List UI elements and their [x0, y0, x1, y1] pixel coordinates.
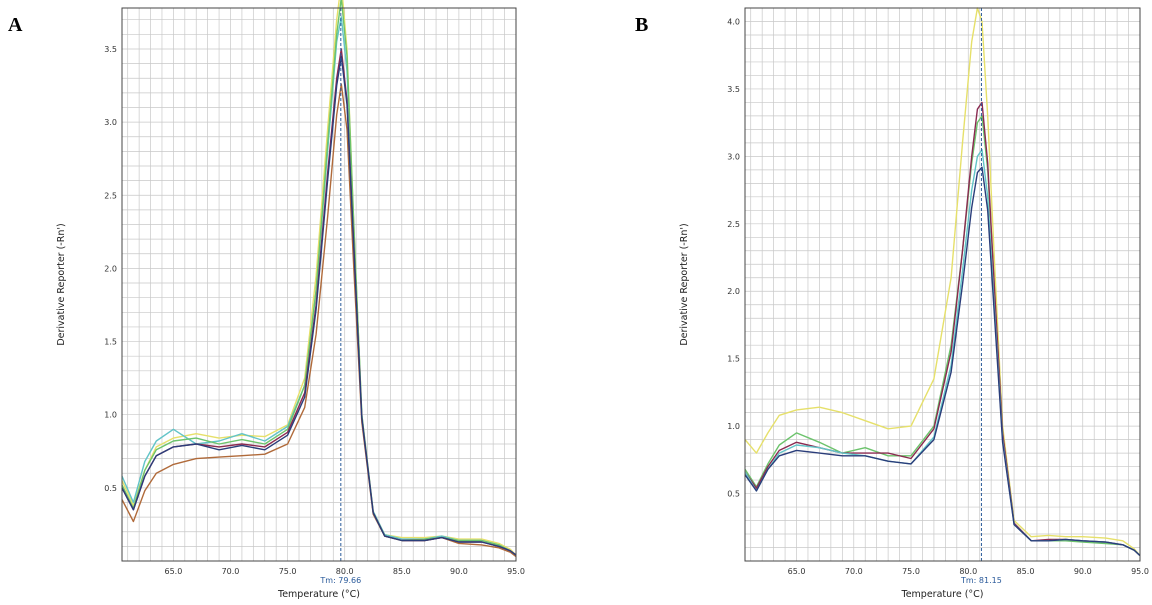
y-tick-label: 1.0 [727, 422, 740, 431]
y-tick-label: 3.0 [104, 118, 117, 127]
x-tick-label: 75.0 [279, 567, 297, 576]
tm-label: Tm: 81.15 [960, 576, 1002, 585]
y-axis-title: Derivative Reporter (-Rn') [56, 223, 67, 345]
x-tick-label: 90.0 [450, 567, 468, 576]
y-tick-label: 3.0 [727, 152, 740, 161]
series-line-6 [121, 55, 517, 556]
y-axis-title: Derivative Reporter (-Rn') [679, 223, 690, 345]
series-line-3 [121, 16, 517, 556]
y-tick-label: 0.5 [727, 490, 740, 499]
y-tick-label: 1.0 [104, 411, 117, 420]
x-tick-label: 85.0 [1017, 567, 1035, 576]
x-tick-label: 65.0 [788, 567, 806, 576]
plot-frame [121, 7, 517, 562]
x-tick-label: 80.0 [336, 567, 354, 576]
x-tick-label: 80.0 [959, 567, 977, 576]
panel-letter-b: B [635, 14, 649, 36]
plot-frame [744, 7, 1141, 562]
series-line-2 [744, 115, 1141, 557]
x-tick-label: 75.0 [902, 567, 920, 576]
x-tick-label: 70.0 [222, 567, 240, 576]
chart-panel-a: 65.0 70.0 75.0 80.0 85.0 90.0 95.0 0.5 1.0 1.5 2.0… [56, 0, 525, 600]
x-axis-title: Temperature (°C) [901, 589, 984, 600]
x-tick-label: 70.0 [845, 567, 863, 576]
y-tick-label: 2.5 [104, 191, 117, 200]
x-tick-label: 90.0 [1074, 567, 1092, 576]
series-line-4 [121, 0, 517, 556]
x-tick-label: 95.0 [507, 567, 525, 576]
x-tick-label: 95.0 [1131, 567, 1149, 576]
x-tick-label: 85.0 [393, 567, 411, 576]
y-tick-label: 2.5 [727, 220, 740, 229]
y-tick-label: 3.5 [727, 85, 740, 94]
y-tick-label: 1.5 [104, 338, 117, 347]
y-tick-label: 0.5 [104, 484, 117, 493]
plot-area [745, 8, 1140, 561]
y-tick-label: 2.0 [727, 287, 740, 296]
y-tick-label: 4.0 [727, 17, 740, 26]
chart-panel-b: 65.0 70.0 75.0 80.0 85.0 90.0 95.0 0.5 1.0 1.5 2.0… [679, 7, 1149, 600]
x-tick-label: 65.0 [164, 567, 182, 576]
y-tick-label: 2.0 [104, 264, 117, 273]
panel-letter-a: A [8, 14, 23, 36]
tm-label: Tm: 79.66 [319, 576, 361, 585]
y-tick-label: 1.5 [727, 355, 740, 364]
series-line-5 [744, 166, 1141, 557]
y-tick-label: 3.5 [104, 45, 117, 54]
series-line-1 [744, 7, 1141, 557]
x-axis-title: Temperature (°C) [277, 589, 360, 600]
